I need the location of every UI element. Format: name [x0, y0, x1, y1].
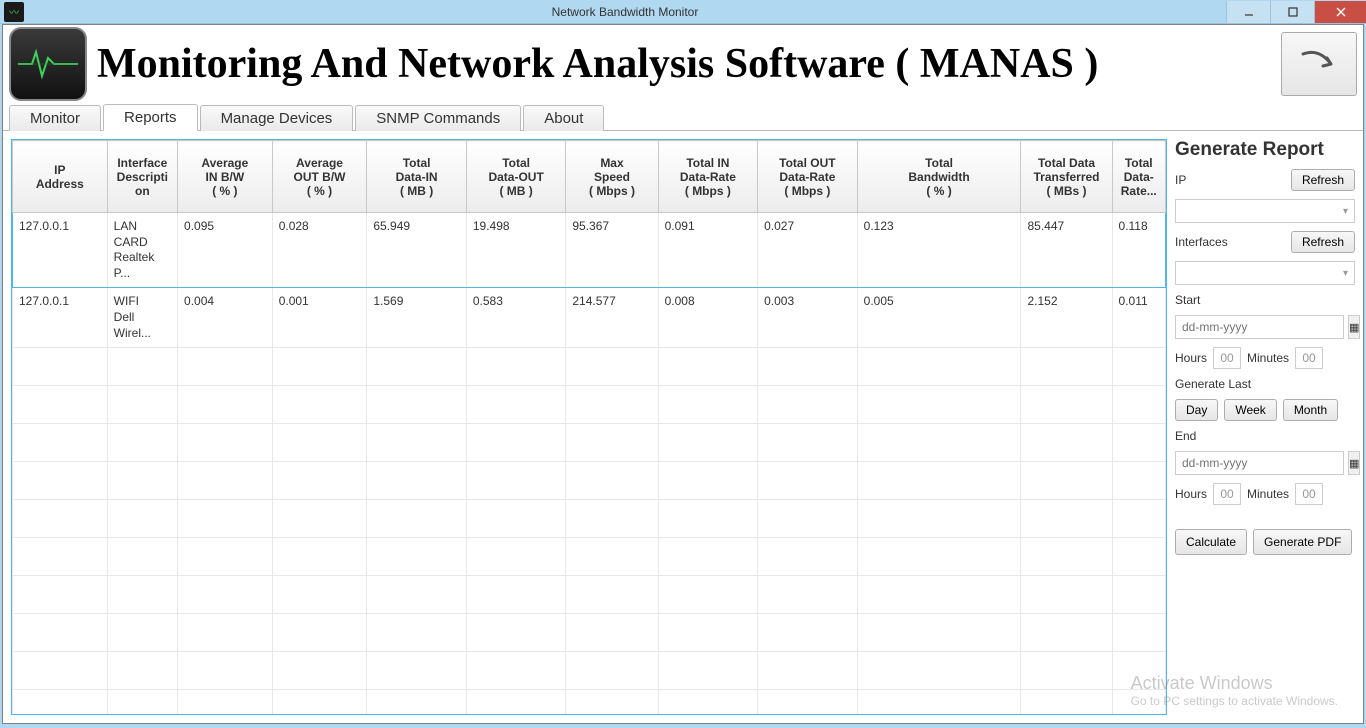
end-date-picker-icon[interactable]: ▦ [1348, 451, 1360, 475]
table-cell: 65.949 [367, 213, 467, 288]
page-title: Monitoring And Network Analysis Software… [97, 40, 1098, 88]
ip-refresh-button[interactable]: Refresh [1291, 169, 1355, 191]
app-frame: Monitoring And Network Analysis Software… [2, 24, 1364, 724]
end-hours-label: Hours [1175, 487, 1207, 501]
week-button[interactable]: Week [1224, 399, 1276, 421]
generate-pdf-button[interactable]: Generate PDF [1253, 529, 1352, 555]
table-cell: 127.0.0.1 [13, 288, 108, 348]
table-cell: 0.004 [178, 288, 273, 348]
app-icon: 〰 [4, 2, 24, 22]
column-header[interactable]: InterfaceDescription [107, 141, 177, 213]
start-minutes-label: Minutes [1247, 351, 1289, 365]
end-hours-input[interactable]: 00 [1213, 483, 1241, 505]
column-header[interactable]: TotalData-IN( MB ) [367, 141, 467, 213]
column-header[interactable]: MaxSpeed( Mbps ) [566, 141, 658, 213]
day-button[interactable]: Day [1175, 399, 1218, 421]
tab-about[interactable]: About [523, 105, 604, 131]
interfaces-select[interactable] [1175, 261, 1355, 285]
start-label: Start [1175, 293, 1355, 307]
watermark-line2: Go to PC settings to activate Windows. [1131, 694, 1338, 708]
side-panel: Generate Report IP Refresh Interfaces Re… [1175, 139, 1355, 715]
table-cell: 127.0.0.1 [13, 213, 108, 288]
table-cell: 0.123 [857, 213, 1021, 288]
column-header[interactable]: AverageIN B/W( % ) [178, 141, 273, 213]
header: Monitoring And Network Analysis Software… [3, 25, 1363, 103]
tab-reports[interactable]: Reports [103, 104, 198, 131]
close-button[interactable] [1314, 1, 1366, 23]
end-date-input[interactable] [1175, 451, 1344, 475]
interfaces-refresh-button[interactable]: Refresh [1291, 231, 1355, 253]
maximize-button[interactable] [1270, 1, 1314, 23]
column-header[interactable]: TotalData-Rate... [1112, 141, 1165, 213]
column-header[interactable]: Total INData-Rate( Mbps ) [658, 141, 758, 213]
collapse-button[interactable] [1281, 32, 1357, 96]
tab-manage-devices[interactable]: Manage Devices [200, 105, 354, 131]
column-header[interactable]: Total OUTData-Rate( Mbps ) [758, 141, 858, 213]
table-cell: 0.095 [178, 213, 273, 288]
table-row [13, 614, 1166, 652]
table-cell: 85.447 [1021, 213, 1112, 288]
table-cell: 0.003 [758, 288, 858, 348]
start-date-picker-icon[interactable]: ▦ [1348, 315, 1360, 339]
titlebar: 〰 Network Bandwidth Monitor [0, 0, 1366, 24]
ip-select[interactable] [1175, 199, 1355, 223]
interfaces-label: Interfaces [1175, 235, 1228, 249]
window-controls [1226, 1, 1366, 23]
table-row [13, 576, 1166, 614]
table-row [13, 348, 1166, 386]
table-row [13, 652, 1166, 690]
generate-last-label: Generate Last [1175, 377, 1355, 391]
table-cell: 1.569 [367, 288, 467, 348]
table-cell: 2.152 [1021, 288, 1112, 348]
end-label: End [1175, 429, 1355, 443]
table-row[interactable]: 127.0.0.1WIFIDell Wirel...0.0040.0011.56… [13, 288, 1166, 348]
window-title: Network Bandwidth Monitor [24, 5, 1226, 19]
side-title: Generate Report [1175, 139, 1355, 161]
table-cell: LAN CARDRealtek P... [107, 213, 177, 288]
tabstrip: MonitorReportsManage DevicesSNMP Command… [3, 103, 1363, 131]
start-hours-label: Hours [1175, 351, 1207, 365]
table-row [13, 690, 1166, 715]
calculate-button[interactable]: Calculate [1175, 529, 1247, 555]
table-row[interactable]: 127.0.0.1LAN CARDRealtek P...0.0950.0286… [13, 213, 1166, 288]
table-cell: 0.091 [658, 213, 758, 288]
table-cell: 0.005 [857, 288, 1021, 348]
content: IPAddressInterfaceDescriptionAverageIN B… [3, 131, 1363, 723]
start-minutes-input[interactable]: 00 [1295, 347, 1323, 369]
column-header[interactable]: IPAddress [13, 141, 108, 213]
table-cell: 0.028 [272, 213, 367, 288]
table-row [13, 500, 1166, 538]
table-cell: 0.011 [1112, 288, 1165, 348]
column-header[interactable]: AverageOUT B/W( % ) [272, 141, 367, 213]
table-cell: 19.498 [466, 213, 566, 288]
tab-snmp-commands[interactable]: SNMP Commands [355, 105, 521, 131]
ip-label: IP [1175, 173, 1223, 187]
column-header[interactable]: TotalData-OUT( MB ) [466, 141, 566, 213]
table-cell: 0.001 [272, 288, 367, 348]
table-cell: 0.027 [758, 213, 858, 288]
table-row [13, 424, 1166, 462]
end-minutes-input[interactable]: 00 [1295, 483, 1323, 505]
column-header[interactable]: TotalBandwidth( % ) [857, 141, 1021, 213]
column-header[interactable]: Total DataTransferred( MBs ) [1021, 141, 1112, 213]
start-hours-input[interactable]: 00 [1213, 347, 1241, 369]
table-row [13, 538, 1166, 576]
start-date-input[interactable] [1175, 315, 1344, 339]
tab-monitor[interactable]: Monitor [9, 105, 101, 131]
table-cell: 0.008 [658, 288, 758, 348]
table-row [13, 386, 1166, 424]
watermark-line1: Activate Windows [1131, 673, 1338, 694]
table-cell: 95.367 [566, 213, 658, 288]
table-cell: 0.583 [466, 288, 566, 348]
table-row [13, 462, 1166, 500]
minimize-button[interactable] [1226, 1, 1270, 23]
table-cell: 0.118 [1112, 213, 1165, 288]
logo-icon [9, 27, 87, 101]
report-table: IPAddressInterfaceDescriptionAverageIN B… [11, 139, 1167, 715]
table-cell: WIFIDell Wirel... [107, 288, 177, 348]
table-cell: 214.577 [566, 288, 658, 348]
end-minutes-label: Minutes [1247, 487, 1289, 501]
month-button[interactable]: Month [1283, 399, 1338, 421]
windows-watermark: Activate Windows Go to PC settings to ac… [1131, 673, 1338, 708]
